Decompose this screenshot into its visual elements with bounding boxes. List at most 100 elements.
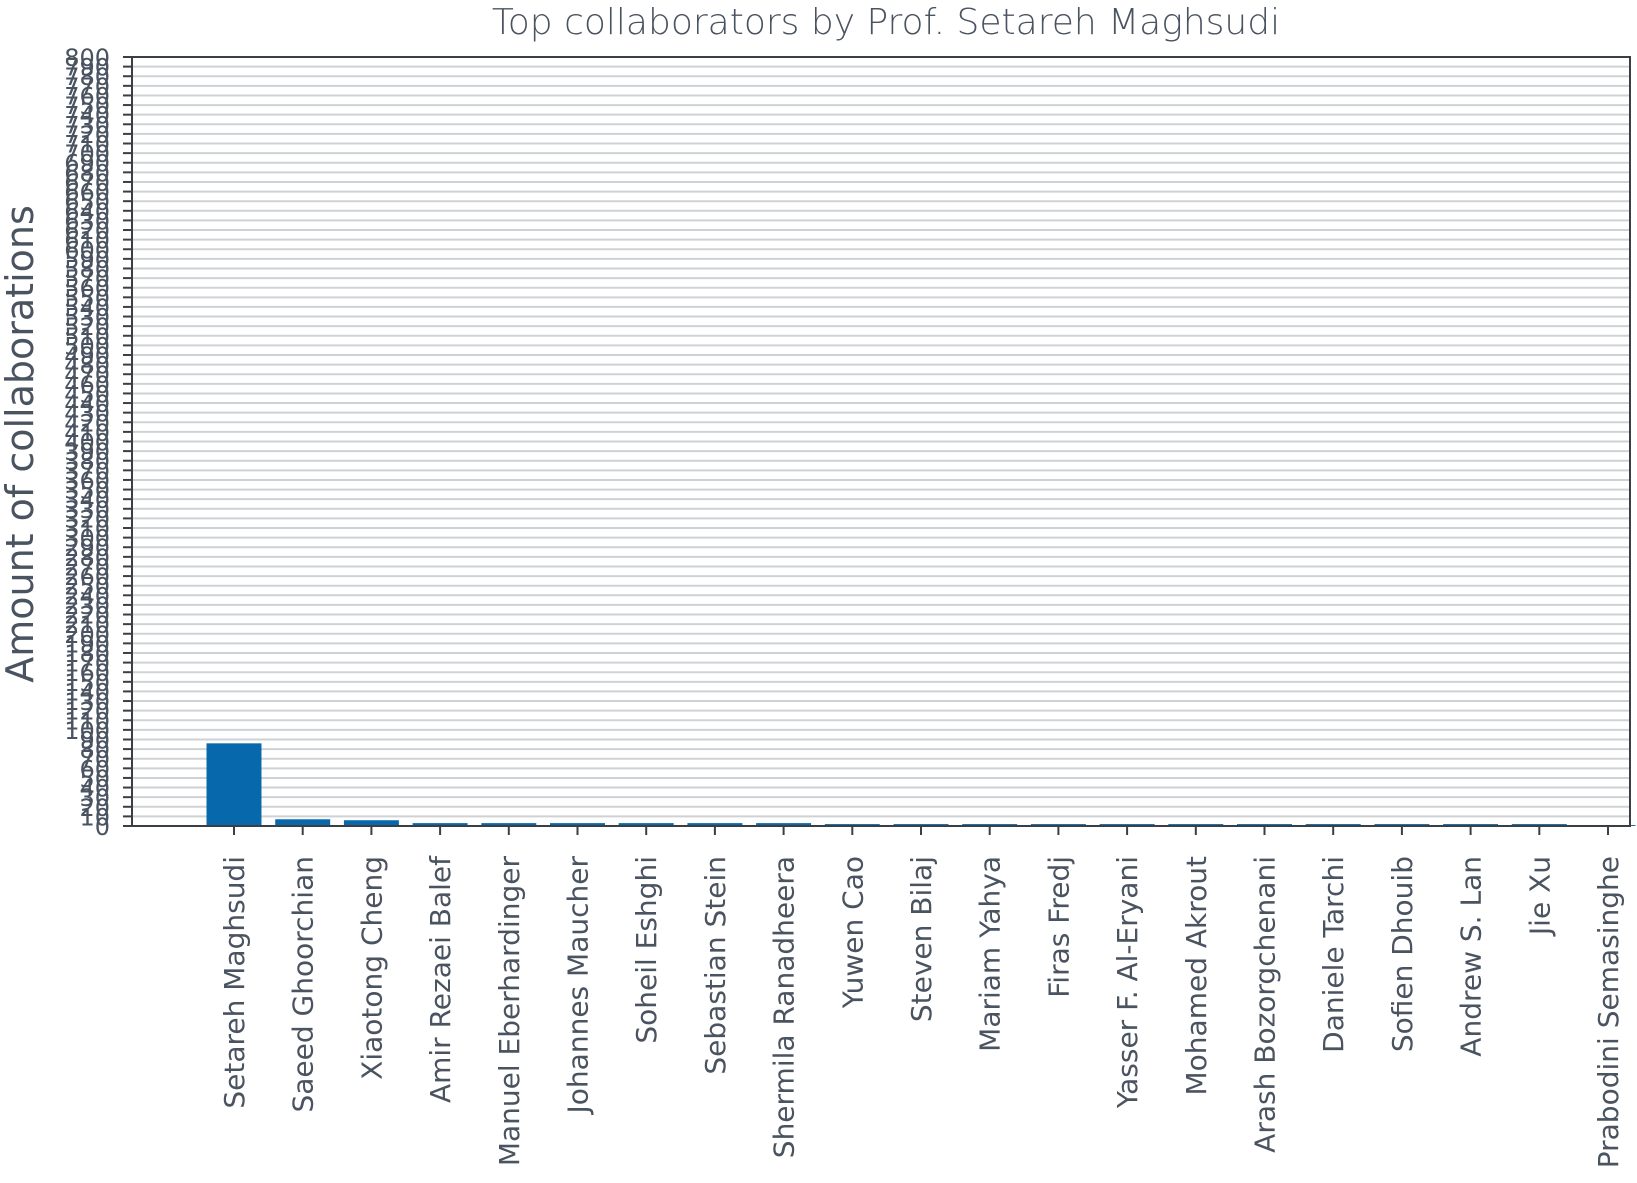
- y-tick-label: 560: [64, 275, 110, 303]
- bar: [206, 743, 262, 826]
- x-tick-label: Arash Bozorgchenani: [1249, 856, 1282, 1153]
- y-tick-label: 370: [64, 457, 110, 485]
- y-tick-label: 240: [64, 582, 110, 610]
- y-tick-label: 510: [64, 323, 110, 351]
- x-tick-label: Daniele Tarchi: [1317, 856, 1350, 1053]
- y-tick-label: 490: [64, 342, 110, 370]
- y-tick-label: 660: [64, 179, 110, 207]
- y-tick-label: 540: [64, 294, 110, 322]
- y-tick-label: 780: [64, 63, 110, 91]
- y-tick-label: 410: [64, 419, 110, 447]
- y-tick-label: 590: [64, 246, 110, 274]
- y-tick-label: 350: [64, 477, 110, 505]
- x-tick-label: Sofien Dhouib: [1386, 856, 1419, 1052]
- y-tick-label: 160: [64, 659, 110, 687]
- y-tick-label: 530: [64, 304, 110, 332]
- y-tick-label: 400: [64, 429, 110, 457]
- chart-title: Top collaborators by Prof. Setareh Maghs…: [492, 2, 1280, 43]
- y-tick-label: 450: [64, 380, 110, 408]
- y-tick-label: 550: [64, 284, 110, 312]
- bar: [550, 823, 605, 826]
- x-tick-label: Yasser F. Al-Eryani: [1111, 856, 1144, 1109]
- y-tick-label: 800: [64, 44, 110, 72]
- y-tick-label: 640: [64, 198, 110, 226]
- y-tick-label: 280: [64, 544, 110, 572]
- y-tick-label: 40: [79, 775, 110, 803]
- x-tick-label: Shermila Ranadheera: [768, 856, 801, 1158]
- y-axis-ticks: 0102030405060708090100110120130140150160…: [64, 44, 132, 841]
- y-tick-label: 330: [64, 496, 110, 524]
- bar: [343, 820, 399, 826]
- y-tick-label: 190: [64, 630, 110, 658]
- y-tick-label: 300: [64, 525, 110, 553]
- y-tick-label: 520: [64, 313, 110, 341]
- y-tick-label: 480: [64, 352, 110, 380]
- y-tick-label: 110: [64, 707, 110, 735]
- x-tick-label: Andrew S. Lan: [1455, 856, 1488, 1057]
- x-tick-label: Mariam Yahya: [974, 856, 1007, 1052]
- x-tick-label: Setareh Maghsudi: [218, 856, 251, 1109]
- y-tick-label: 80: [79, 736, 110, 764]
- y-tick-label: 790: [64, 54, 110, 82]
- y-tick-label: 470: [64, 361, 110, 389]
- y-tick-label: 750: [64, 92, 110, 120]
- y-tick-label: 220: [64, 602, 110, 630]
- y-tick-label: 180: [64, 640, 110, 668]
- x-tick-label: Steven Bilaj: [905, 856, 938, 1022]
- y-tick-label: 620: [64, 217, 110, 245]
- y-tick-label: 740: [64, 102, 110, 130]
- y-tick-label: 0: [95, 813, 110, 841]
- y-axis-label: Amount of collaborations: [0, 205, 42, 683]
- y-tick-label: 260: [64, 563, 110, 591]
- y-tick-label: 680: [64, 159, 110, 187]
- y-tick-label: 360: [64, 467, 110, 495]
- y-tick-label: 720: [64, 121, 110, 149]
- x-tick-label: Xiaotong Cheng: [355, 856, 388, 1080]
- y-tick-label: 460: [64, 371, 110, 399]
- y-tick-label: 760: [64, 82, 110, 110]
- y-tick-label: 60: [79, 755, 110, 783]
- bar: [481, 823, 537, 826]
- y-tick-label: 610: [64, 227, 110, 255]
- x-tick-label: Soheil Eshghi: [630, 856, 663, 1044]
- bar: [756, 823, 812, 826]
- x-tick-label: Johannes Maucher: [562, 856, 595, 1116]
- y-tick-label: 770: [64, 73, 110, 101]
- y-tick-label: 150: [64, 669, 110, 697]
- y-tick-label: 320: [64, 505, 110, 533]
- x-tick-label: Manuel Eberhardinger: [493, 856, 526, 1167]
- y-tick-label: 250: [64, 573, 110, 601]
- y-tick-label: 170: [64, 650, 110, 678]
- bar: [275, 819, 331, 826]
- y-tick-label: 20: [79, 794, 110, 822]
- y-tick-label: 230: [64, 592, 110, 620]
- y-tick-label: 200: [64, 621, 110, 649]
- y-tick-label: 210: [64, 611, 110, 639]
- y-tick-label: 390: [64, 438, 110, 466]
- y-tick-label: 440: [64, 390, 110, 418]
- y-tick-label: 570: [64, 265, 110, 293]
- y-tick-label: 340: [64, 486, 110, 514]
- y-tick-label: 380: [64, 448, 110, 476]
- y-tick-label: 290: [64, 534, 110, 562]
- y-tick-label: 700: [64, 140, 110, 168]
- y-tick-label: 710: [64, 131, 110, 159]
- y-tick-label: 10: [79, 803, 110, 831]
- y-tick-label: 140: [64, 678, 110, 706]
- x-tick-label: Mohamed Akrout: [1180, 856, 1213, 1096]
- bar-layer: [206, 743, 1636, 826]
- y-tick-label: 690: [64, 150, 110, 178]
- y-tick-label: 100: [64, 717, 110, 745]
- x-tick-label: Firas Fredj: [1042, 856, 1075, 998]
- grid-layer: [132, 56, 1630, 827]
- y-tick-label: 30: [79, 784, 110, 812]
- bar: [687, 823, 743, 826]
- x-tick-label: Jie Xu: [1523, 856, 1556, 937]
- y-tick-label: 70: [79, 746, 110, 774]
- y-tick-label: 120: [64, 698, 110, 726]
- y-tick-label: 430: [64, 400, 110, 428]
- y-tick-label: 500: [64, 332, 110, 360]
- y-tick-label: 310: [64, 515, 110, 543]
- y-tick-label: 600: [64, 236, 110, 264]
